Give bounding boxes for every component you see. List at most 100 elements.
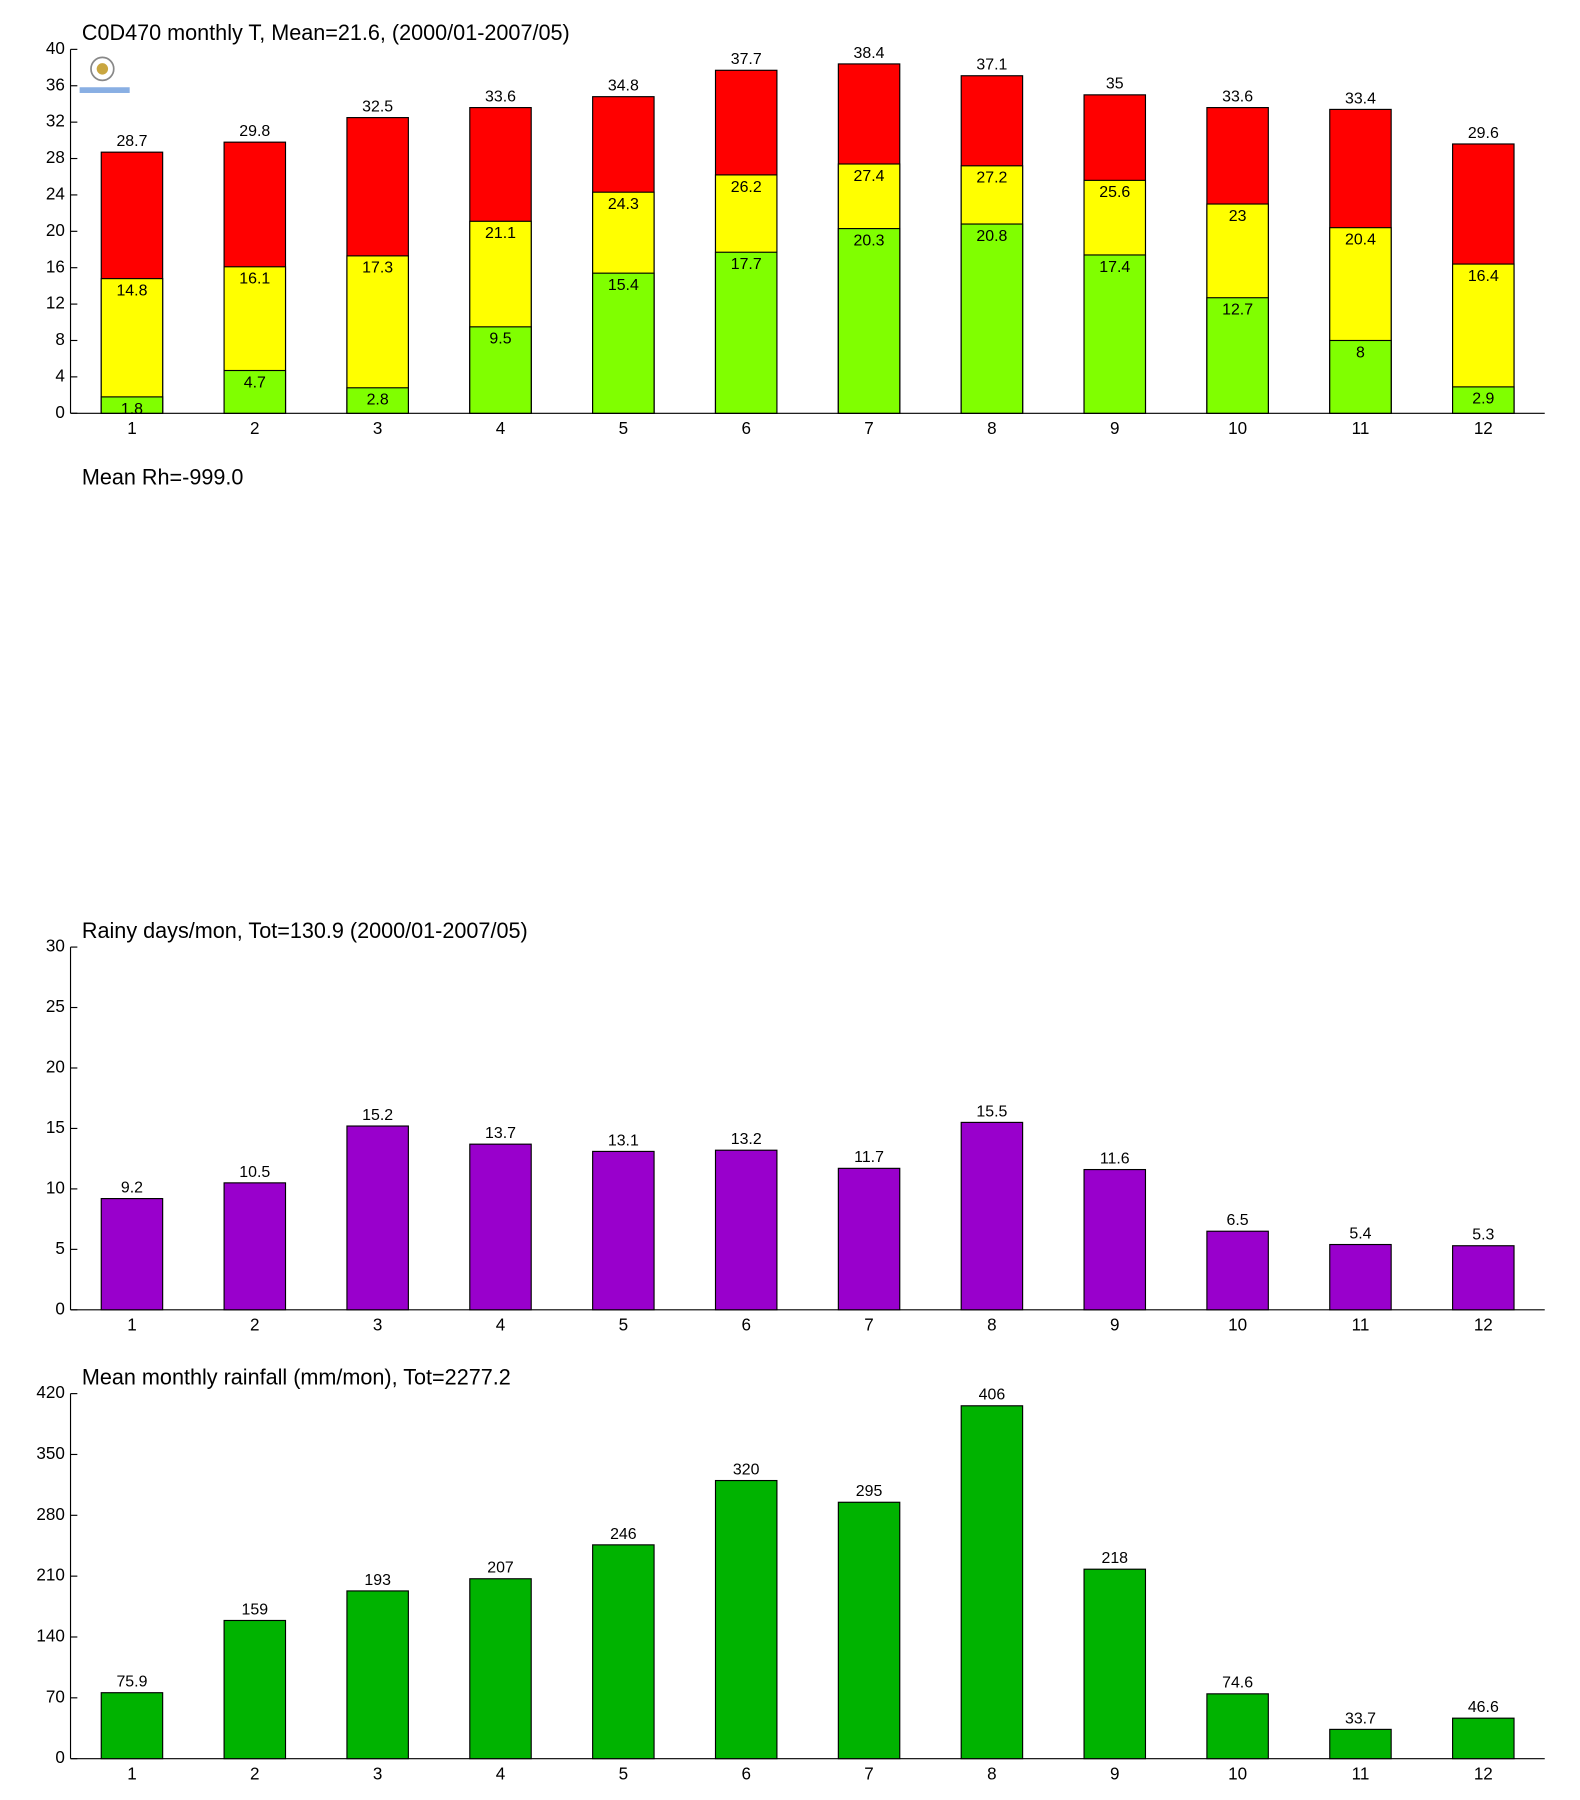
value-label: 4.7: [244, 374, 266, 391]
value-label: 8: [1356, 344, 1365, 361]
y-tick-label: 70: [46, 1686, 65, 1706]
value-label: 16.1: [239, 271, 270, 288]
bar: [714, 1149, 778, 1311]
bar: [469, 326, 532, 414]
y-tick-label: 10: [46, 1177, 65, 1197]
y-tick-label: 28: [46, 147, 65, 167]
bar: [837, 1501, 901, 1760]
x-tick-label: 3: [373, 418, 382, 438]
bar: [714, 1479, 778, 1760]
x-tick-label: 9: [1110, 418, 1119, 438]
y-tick-label: 15: [46, 1117, 65, 1137]
value-label: 5.3: [1472, 1227, 1494, 1244]
value-label: 6.5: [1227, 1212, 1249, 1229]
value-label: 35: [1106, 76, 1124, 93]
y-tick-label: 40: [46, 38, 65, 58]
x-tick-label: 6: [741, 1763, 750, 1783]
value-label: 246: [610, 1526, 637, 1543]
bar: [100, 396, 164, 414]
logo: [79, 56, 130, 93]
value-label: 37.7: [731, 51, 762, 68]
value-label: 12.7: [1222, 302, 1253, 319]
x-tick-label: 1: [127, 1763, 136, 1783]
bar: [1452, 1245, 1515, 1311]
value-label: 13.2: [731, 1131, 762, 1148]
value-label: 406: [979, 1387, 1006, 1404]
value-label: 193: [364, 1572, 391, 1589]
value-label: 295: [856, 1483, 883, 1500]
value-label: 20.4: [1345, 231, 1376, 248]
x-tick-label: 10: [1228, 1763, 1247, 1783]
y-tick-label: 30: [46, 936, 65, 956]
bar: [1329, 1728, 1392, 1760]
y-tick-label: 32: [46, 111, 65, 131]
x-tick-label: 5: [619, 418, 628, 438]
y-tick-label: 8: [55, 329, 64, 349]
value-label: 11.6: [1100, 1150, 1130, 1167]
y-tick-label: 4: [55, 365, 65, 385]
chart-title: Rainy days/mon, Tot=130.9 (2000/01-2007/…: [82, 918, 528, 943]
value-label: 218: [1101, 1550, 1128, 1567]
bar: [469, 1578, 532, 1760]
y-tick-label: 280: [36, 1504, 64, 1524]
value-label: 320: [733, 1461, 760, 1478]
value-label: 207: [487, 1560, 514, 1577]
chart-title: Mean monthly rainfall (mm/mon), Tot=2277…: [82, 1364, 511, 1389]
bar: [1329, 1243, 1392, 1311]
x-tick-label: 11: [1352, 1763, 1370, 1783]
bar: [592, 1150, 655, 1311]
bar: [346, 1590, 409, 1760]
x-tick-label: 12: [1474, 418, 1493, 438]
value-label: 5.4: [1349, 1225, 1371, 1242]
value-label: 28.7: [116, 133, 147, 150]
bar: [837, 1167, 901, 1311]
value-label: 2.8: [367, 392, 389, 409]
value-label: 25.6: [1099, 184, 1130, 201]
bar: [1083, 1568, 1147, 1760]
bar: [960, 1405, 1024, 1760]
bar: [469, 1143, 532, 1311]
y-tick-label: 0: [55, 1747, 64, 1767]
value-label: 9.5: [489, 331, 511, 348]
value-label: 46.6: [1468, 1699, 1499, 1716]
x-tick-label: 10: [1228, 1314, 1247, 1334]
x-tick-label: 4: [496, 1763, 506, 1783]
y-tick-label: 20: [46, 1056, 65, 1076]
y-tick-label: 0: [55, 402, 64, 422]
value-label: 15.2: [362, 1107, 393, 1124]
x-tick-label: 12: [1474, 1763, 1493, 1783]
x-tick-label: 3: [373, 1763, 382, 1783]
bar: [960, 1121, 1024, 1311]
x-tick-label: 12: [1474, 1314, 1493, 1334]
y-tick-label: 0: [55, 1298, 64, 1318]
value-label: 2.9: [1472, 391, 1494, 408]
x-tick-label: 3: [373, 1314, 382, 1334]
y-tick-label: 20: [46, 220, 65, 240]
x-tick-label: 2: [250, 1763, 259, 1783]
y-tick-label: 12: [46, 293, 65, 313]
x-tick-label: 7: [864, 418, 873, 438]
value-label: 37.1: [976, 57, 1007, 74]
value-label: 29.6: [1468, 125, 1499, 142]
bar: [1206, 1230, 1269, 1311]
bar: [1083, 1168, 1147, 1311]
value-label: 17.4: [1099, 259, 1130, 276]
x-tick-label: 7: [864, 1314, 873, 1334]
y-tick-label: 210: [36, 1565, 64, 1585]
value-label: 20.3: [854, 232, 885, 249]
bar: [1452, 1717, 1515, 1760]
x-tick-label: 6: [741, 418, 750, 438]
value-label: 33.6: [485, 88, 516, 105]
value-label: 33.6: [1222, 88, 1253, 105]
x-tick-label: 11: [1352, 418, 1370, 438]
x-tick-label: 1: [127, 418, 136, 438]
x-tick-label: 8: [987, 1763, 996, 1783]
value-label: 13.1: [608, 1132, 639, 1149]
bar: [1206, 1693, 1269, 1760]
bar: [346, 1125, 409, 1311]
value-label: 15.4: [608, 277, 639, 294]
bar: [346, 387, 409, 414]
bar: [1452, 386, 1515, 414]
